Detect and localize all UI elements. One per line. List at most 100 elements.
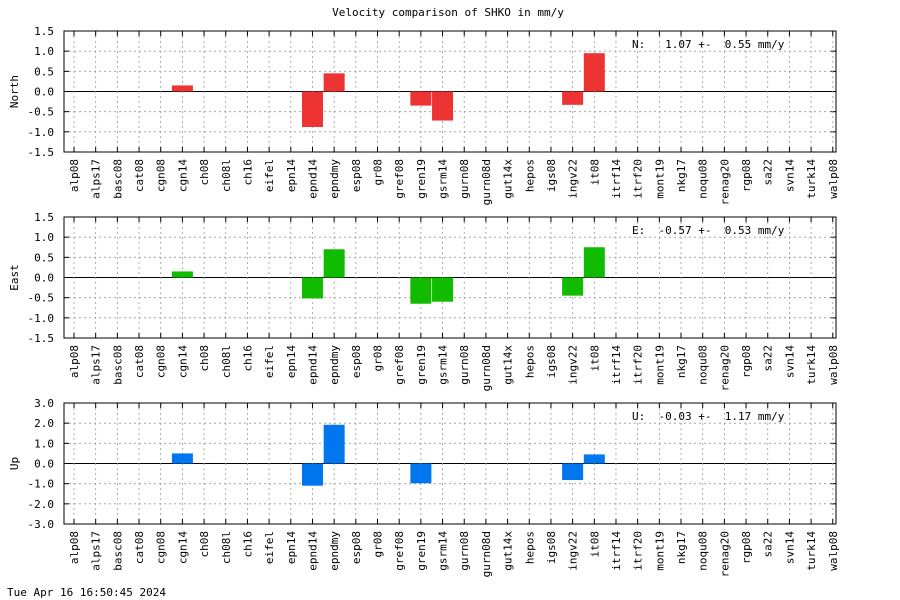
- x-tick-label: cgn08: [155, 345, 168, 378]
- x-tick-label: gref08: [393, 345, 406, 385]
- x-tick-label: alps17: [90, 159, 103, 199]
- x-tick-label: esp08: [350, 531, 363, 564]
- x-tick-label: turk14: [805, 345, 818, 385]
- y-tick-label: 0.5: [34, 251, 54, 264]
- x-tick-label: hepos: [523, 159, 536, 192]
- x-tick-label: noqu08: [697, 531, 710, 571]
- chart-title: Velocity comparison of SHKO in mm/y: [332, 6, 564, 19]
- x-tick-label: epn14: [285, 531, 298, 564]
- x-tick-label: eifel: [263, 345, 276, 378]
- x-tick-label: ch08l: [220, 345, 233, 378]
- x-tick-label: gr08: [372, 159, 385, 186]
- x-tick-label: cgn08: [155, 531, 168, 564]
- x-tick-label: gref08: [393, 531, 406, 571]
- x-tick-label: ingv22: [567, 345, 580, 385]
- bar-cgn14: [171, 453, 193, 464]
- panel-annotation: E: -0.57 +- 0.53 mm/y: [632, 224, 785, 237]
- x-tick-label: epndmy: [328, 345, 341, 385]
- bar-it08: [583, 53, 605, 92]
- y-axis-label: East: [8, 264, 21, 291]
- x-tick-label: gr08: [372, 345, 385, 372]
- x-tick-label: gurn08d: [480, 159, 493, 205]
- x-tick-label: gut14x: [502, 159, 515, 199]
- x-tick-label: gsrm14: [437, 531, 450, 571]
- y-tick-label: -1.5: [28, 332, 55, 345]
- panel-north: -1.5 -1.0 -0.5 0.0 0.5 1.0 1.5 alp08 alps17 basc0…: [8, 25, 840, 205]
- bar-gsrm14: [432, 277, 454, 302]
- x-tick-label: turk14: [805, 159, 818, 199]
- y-tick-label: 1.5: [34, 25, 54, 38]
- x-tick-label: basc08: [111, 159, 124, 199]
- x-tick-label: itrf14: [610, 531, 623, 571]
- x-tick-label: esp08: [350, 159, 363, 192]
- x-tick-label: epn14: [285, 345, 298, 378]
- x-tick-label: cgn14: [176, 531, 189, 564]
- bar-ingv22: [562, 91, 584, 105]
- y-tick-label: -0.5: [28, 106, 55, 119]
- x-tick-label: itrf20: [632, 531, 645, 571]
- y-tick-label: -1.0: [28, 312, 55, 325]
- x-tick-label: svn14: [783, 345, 796, 378]
- x-tick-label: ch16: [241, 345, 254, 372]
- x-tick-label: renag20: [718, 159, 731, 205]
- x-tick-label: it08: [588, 345, 601, 372]
- x-tick-label: walp08: [827, 345, 840, 385]
- x-tick-label: epnd14: [306, 531, 319, 571]
- panel-east: -1.5 -1.0 -0.5 0.0 0.5 1.0 1.5 alp08 alps17 basc0…: [8, 211, 840, 391]
- x-tick-label: epnd14: [306, 345, 319, 385]
- x-tick-label: gut14x: [502, 531, 515, 571]
- x-tick-label: basc08: [111, 531, 124, 571]
- y-tick-label: -1.0: [28, 126, 55, 139]
- x-tick-label: itrf20: [632, 345, 645, 385]
- x-tick-label: epnd14: [306, 159, 319, 199]
- x-tick-label: gref08: [393, 159, 406, 199]
- x-tick-label: hepos: [523, 531, 536, 564]
- bar-epndmy: [323, 73, 345, 92]
- bar-epndmy: [323, 249, 345, 278]
- x-tick-label: sa22: [762, 531, 775, 558]
- y-axis-label: North: [8, 75, 21, 108]
- x-tick-label: gurn08: [458, 531, 471, 571]
- bar-gren19: [410, 463, 432, 484]
- x-tick-label: gsrm14: [437, 159, 450, 199]
- x-tick-label: gut14x: [502, 345, 515, 385]
- x-tick-label: ingv22: [567, 159, 580, 199]
- x-tick-label: svn14: [783, 531, 796, 564]
- x-tick-label: mont19: [653, 345, 666, 385]
- x-tick-label: hepos: [523, 345, 536, 378]
- x-tick-label: noqu08: [697, 345, 710, 385]
- x-tick-label: noqu08: [697, 159, 710, 199]
- x-tick-label: ch08: [198, 531, 211, 558]
- x-tick-label: epndmy: [328, 531, 341, 571]
- y-tick-label: 1.0: [34, 437, 54, 450]
- x-tick-label: epn14: [285, 159, 298, 192]
- x-tick-label: renag20: [718, 531, 731, 577]
- bar-gren19: [410, 91, 432, 106]
- x-tick-label: gr08: [372, 531, 385, 558]
- x-tick-label: nkg17: [675, 159, 688, 192]
- x-tick-label: rgp08: [740, 531, 753, 564]
- x-tick-label: igs08: [545, 345, 558, 378]
- x-tick-label: mont19: [653, 159, 666, 199]
- x-tick-label: igs08: [545, 159, 558, 192]
- x-tick-label: ch08: [198, 159, 211, 186]
- bar-epndmy: [323, 424, 345, 464]
- y-tick-label: 0.0: [34, 86, 54, 99]
- x-tick-label: sa22: [762, 345, 775, 372]
- y-tick-label: -2.0: [28, 498, 55, 511]
- x-tick-label: alp08: [68, 531, 81, 564]
- y-tick-label: 0.5: [34, 65, 54, 78]
- bar-ingv22: [562, 463, 584, 481]
- x-tick-label: sa22: [762, 159, 775, 186]
- x-tick-label: eifel: [263, 531, 276, 564]
- x-tick-label: alp08: [68, 159, 81, 192]
- x-tick-label: ch08l: [220, 531, 233, 564]
- x-tick-label: gurn08: [458, 159, 471, 199]
- x-tick-label: itrf14: [610, 159, 623, 199]
- y-tick-label: 1.0: [34, 45, 54, 58]
- x-tick-label: ch08l: [220, 159, 233, 192]
- bar-cgn14: [171, 271, 193, 278]
- bar-gsrm14: [432, 91, 454, 121]
- y-tick-label: 3.0: [34, 397, 54, 410]
